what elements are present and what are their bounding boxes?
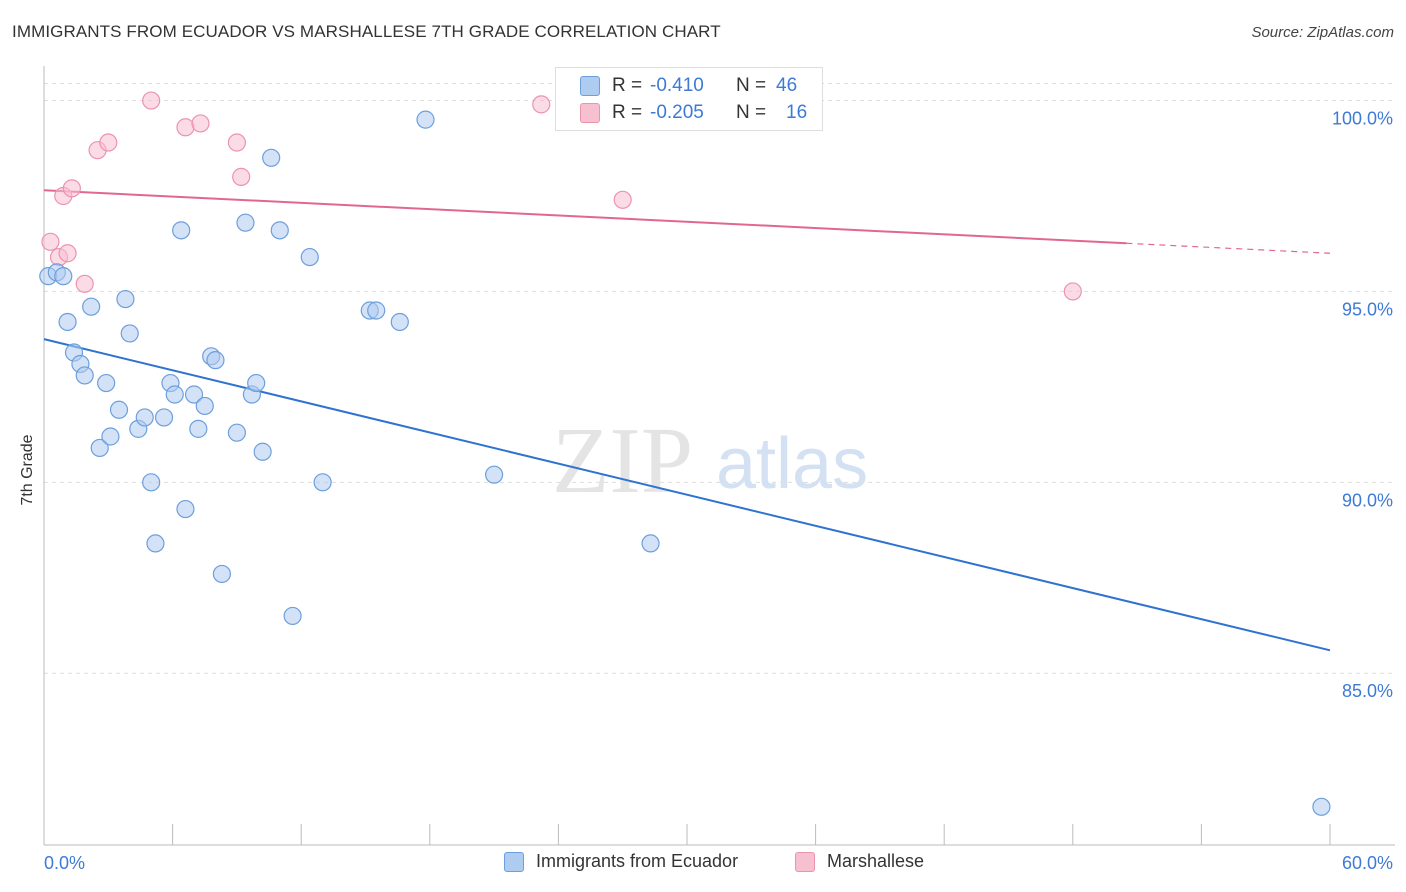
axes — [43, 66, 1395, 846]
point-ecuador — [189, 419, 208, 438]
series-legend: Immigrants from Ecuador Marshallese — [0, 851, 1406, 877]
point-ecuador — [1312, 797, 1331, 816]
r-value: -0.205 — [650, 102, 704, 123]
point-ecuador — [227, 423, 246, 442]
legend-item-ecuador[interactable]: Immigrants from Ecuador — [504, 851, 738, 872]
point-ecuador — [270, 221, 289, 240]
point-marshallese — [62, 179, 81, 198]
y-tick-label: 90.0% — [1342, 490, 1393, 510]
point-ecuador — [82, 297, 101, 316]
point-ecuador — [184, 385, 204, 404]
point-ecuador — [54, 267, 73, 286]
data-points — [39, 91, 1331, 816]
point-ecuador — [135, 408, 154, 427]
point-marshallese — [58, 244, 77, 263]
point-marshallese — [176, 118, 195, 137]
point-marshallese — [191, 114, 210, 133]
point-marshallese — [532, 95, 551, 114]
point-ecuador — [101, 427, 120, 446]
trendline-ecuador — [43, 338, 1331, 652]
point-marshallese — [232, 167, 251, 186]
point-ecuador — [142, 473, 161, 492]
y-tick-label: 85.0% — [1342, 681, 1393, 701]
y-tick-label: 100.0% — [1332, 109, 1393, 129]
ecuador-swatch — [580, 76, 600, 96]
point-ecuador — [300, 247, 319, 267]
point-marshallese — [99, 133, 118, 152]
r-label: R = — [612, 75, 643, 96]
point-ecuador — [416, 110, 435, 129]
ecuador-swatch — [504, 851, 524, 872]
point-ecuador — [253, 442, 272, 461]
point-ecuador — [485, 465, 504, 484]
watermark-atlas: atlas — [716, 424, 868, 504]
point-ecuador — [90, 438, 109, 458]
point-ecuador — [172, 221, 191, 240]
point-ecuador — [262, 148, 281, 167]
point-ecuador — [206, 351, 225, 370]
y-tick-label: 95.0% — [1342, 299, 1393, 319]
trendline-marshallese — [43, 189, 1127, 245]
n-label: N = — [736, 102, 767, 123]
point-ecuador — [283, 606, 302, 626]
x-tick-label-min: 0.0% — [44, 853, 85, 873]
n-label: N = — [736, 75, 767, 96]
point-ecuador — [212, 564, 231, 584]
trendline-marshallese-extension — [1126, 242, 1331, 254]
legend-item-marshallese[interactable]: Marshallese — [795, 851, 924, 872]
point-ecuador — [367, 301, 386, 320]
point-ecuador — [116, 289, 135, 309]
marshallese-swatch — [795, 851, 815, 872]
tick-labels: 85.0% 90.0% 95.0% 100.0% 0.0% 60.0% — [44, 109, 1393, 873]
legend-label-ecuador: Immigrants from Ecuador — [536, 851, 739, 871]
point-ecuador — [120, 324, 139, 343]
r-value: -0.410 — [650, 75, 704, 96]
point-ecuador — [641, 534, 660, 553]
n-value: 16 — [786, 102, 808, 123]
stats-row-marshallese: R = -0.205 N = 16 — [580, 101, 807, 125]
point-ecuador — [58, 312, 77, 332]
point-ecuador — [146, 534, 165, 553]
n-value: 46 — [776, 75, 798, 96]
point-ecuador — [109, 400, 129, 419]
source-credit: Source: ZipAtlas.com — [1251, 24, 1394, 41]
point-ecuador — [154, 408, 174, 427]
point-ecuador — [247, 373, 266, 393]
point-ecuador — [313, 473, 332, 492]
point-ecuador — [97, 373, 116, 393]
point-marshallese — [41, 232, 60, 251]
stats-row-ecuador: R = -0.410 N = 46 — [580, 74, 797, 98]
point-marshallese — [1063, 282, 1082, 301]
x-tick-label-max: 60.0% — [1342, 853, 1393, 873]
legend-label-marshallese: Marshallese — [827, 851, 925, 871]
point-ecuador — [165, 385, 184, 404]
point-marshallese — [142, 91, 161, 110]
marshallese-swatch — [580, 103, 600, 123]
point-marshallese — [613, 190, 632, 209]
point-marshallese — [227, 133, 246, 152]
point-ecuador — [75, 366, 94, 385]
chart-title: IMMIGRANTS FROM ECUADOR VS MARSHALLESE 7… — [12, 22, 721, 41]
point-ecuador — [390, 312, 409, 332]
point-marshallese — [75, 274, 94, 293]
r-label: R = — [612, 102, 643, 123]
point-ecuador — [195, 396, 214, 416]
point-ecuador — [176, 499, 195, 519]
point-ecuador — [236, 213, 255, 232]
watermark-zip: ZIP — [552, 409, 693, 513]
stats-legend: R = -0.410 N = 46 R = -0.205 N = 16 — [555, 67, 823, 131]
